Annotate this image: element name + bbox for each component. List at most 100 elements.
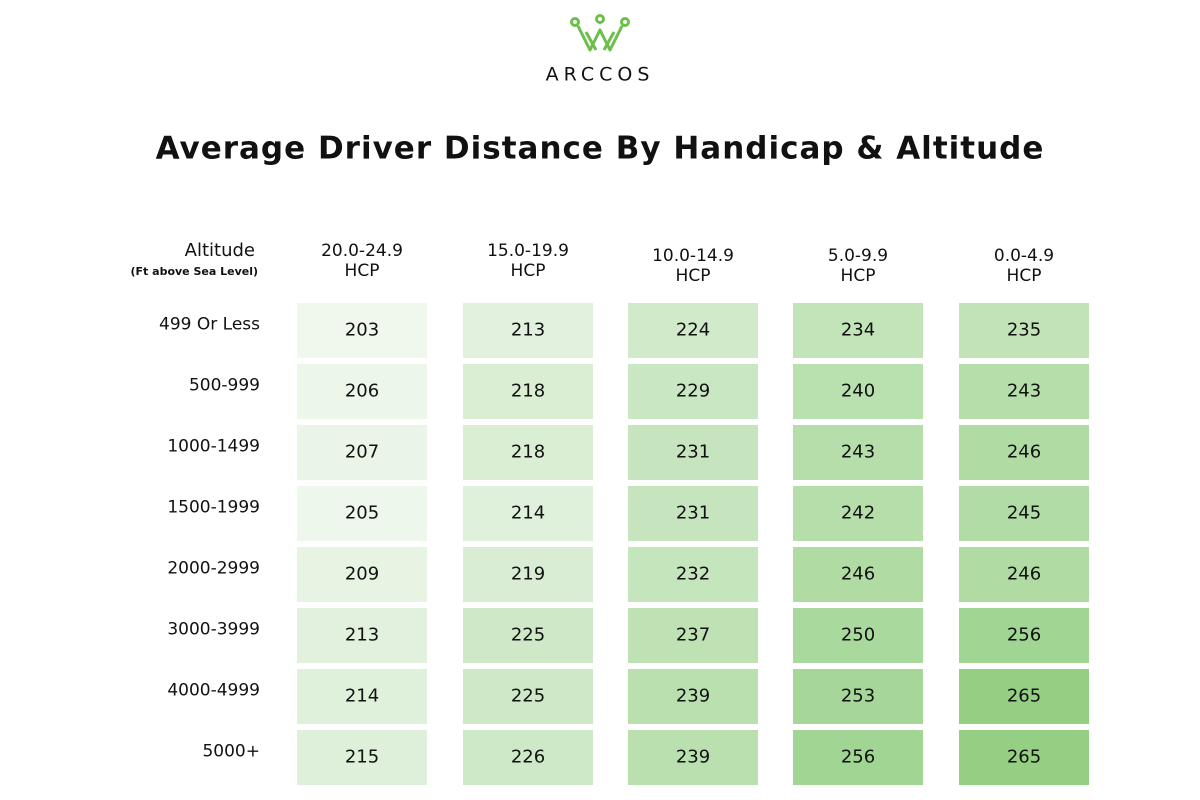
cell-value: 250 bbox=[841, 625, 875, 646]
cell-value: 231 bbox=[676, 503, 710, 524]
cell-value: 237 bbox=[676, 625, 710, 646]
column-unit: HCP bbox=[676, 266, 711, 286]
cell bbox=[463, 669, 593, 724]
cell bbox=[793, 730, 923, 785]
cell-value: 246 bbox=[1007, 442, 1041, 463]
cell-value: 226 bbox=[511, 747, 545, 768]
cell-value: 225 bbox=[511, 686, 545, 707]
column-range: 5.0-9.9 bbox=[828, 246, 888, 266]
cell bbox=[793, 425, 923, 480]
cell bbox=[628, 669, 758, 724]
cell bbox=[959, 608, 1089, 663]
column-range: 0.0-4.9 bbox=[994, 246, 1054, 266]
cell bbox=[628, 364, 758, 419]
cell bbox=[959, 425, 1089, 480]
cell-value: 256 bbox=[841, 747, 875, 768]
cell bbox=[959, 730, 1089, 785]
cell-value: 240 bbox=[841, 381, 875, 402]
cell-value: 243 bbox=[841, 442, 875, 463]
row-label: 499 Or Less bbox=[159, 315, 260, 335]
cell-value: 239 bbox=[676, 686, 710, 707]
column-range: 20.0-24.9 bbox=[321, 241, 403, 261]
cell bbox=[297, 486, 427, 541]
cell-value: 218 bbox=[511, 442, 545, 463]
cell bbox=[793, 364, 923, 419]
cell bbox=[793, 608, 923, 663]
cell-value: 209 bbox=[345, 564, 379, 585]
cell-value: 225 bbox=[511, 625, 545, 646]
cell bbox=[463, 425, 593, 480]
cell bbox=[793, 547, 923, 602]
cell-value: 231 bbox=[676, 442, 710, 463]
cell-value: 234 bbox=[841, 320, 875, 341]
cell-value: 245 bbox=[1007, 503, 1041, 524]
cell-value: 232 bbox=[676, 564, 710, 585]
cell-value: 265 bbox=[1007, 747, 1041, 768]
cell bbox=[793, 669, 923, 724]
cell bbox=[793, 303, 923, 358]
cell bbox=[959, 303, 1089, 358]
cell bbox=[628, 486, 758, 541]
column-range: 10.0-14.9 bbox=[652, 246, 734, 266]
cell bbox=[297, 669, 427, 724]
cell bbox=[793, 486, 923, 541]
cell-value: 218 bbox=[511, 381, 545, 402]
cell-value: 215 bbox=[345, 747, 379, 768]
cell-value: 246 bbox=[841, 564, 875, 585]
column-unit: HCP bbox=[1007, 266, 1042, 286]
cell-value: 246 bbox=[1007, 564, 1041, 585]
cell-value: 214 bbox=[345, 686, 379, 707]
cell bbox=[297, 730, 427, 785]
cell bbox=[463, 730, 593, 785]
cell-value: 207 bbox=[345, 442, 379, 463]
corner-sublabel: (Ft above Sea Level) bbox=[131, 265, 258, 278]
cell-value: 229 bbox=[676, 381, 710, 402]
cell bbox=[463, 364, 593, 419]
cell bbox=[297, 303, 427, 358]
brand: ARCCOS bbox=[546, 64, 655, 86]
cell-value: 205 bbox=[345, 503, 379, 524]
cell-value: 214 bbox=[511, 503, 545, 524]
row-label: 1500-1999 bbox=[167, 498, 260, 518]
cell bbox=[959, 364, 1089, 419]
cell bbox=[628, 425, 758, 480]
row-label: 2000-2999 bbox=[167, 559, 260, 579]
row-label: 5000+ bbox=[202, 742, 260, 762]
row-label: 3000-3999 bbox=[167, 620, 260, 640]
corner-label: Altitude bbox=[185, 240, 255, 261]
cell-value: 224 bbox=[676, 320, 710, 341]
cell-value: 242 bbox=[841, 503, 875, 524]
cell bbox=[297, 425, 427, 480]
cell-value: 253 bbox=[841, 686, 875, 707]
cell-value: 235 bbox=[1007, 320, 1041, 341]
cell bbox=[628, 547, 758, 602]
cell-value: 239 bbox=[676, 747, 710, 768]
cell bbox=[959, 486, 1089, 541]
logo-crown bbox=[570, 14, 630, 52]
cell bbox=[959, 547, 1089, 602]
cell bbox=[297, 608, 427, 663]
cell-value: 213 bbox=[511, 320, 545, 341]
cell-value: 206 bbox=[345, 381, 379, 402]
column-unit: HCP bbox=[511, 261, 546, 281]
cell bbox=[628, 730, 758, 785]
cell bbox=[297, 364, 427, 419]
row-label: 500-999 bbox=[189, 376, 260, 396]
cell bbox=[463, 486, 593, 541]
cell-value: 219 bbox=[511, 564, 545, 585]
cell bbox=[463, 303, 593, 358]
cell-value: 243 bbox=[1007, 381, 1041, 402]
title: Average Driver Distance By Handicap & Al… bbox=[156, 131, 1045, 167]
cell-value: 213 bbox=[345, 625, 379, 646]
column-range: 15.0-19.9 bbox=[487, 241, 569, 261]
cell-value: 265 bbox=[1007, 686, 1041, 707]
cell bbox=[628, 608, 758, 663]
column-unit: HCP bbox=[841, 266, 876, 286]
cell-value: 203 bbox=[345, 320, 379, 341]
cell bbox=[463, 608, 593, 663]
row-label: 4000-4999 bbox=[167, 681, 260, 701]
row-label: 1000-1499 bbox=[167, 437, 260, 457]
cell bbox=[297, 547, 427, 602]
cell bbox=[628, 303, 758, 358]
